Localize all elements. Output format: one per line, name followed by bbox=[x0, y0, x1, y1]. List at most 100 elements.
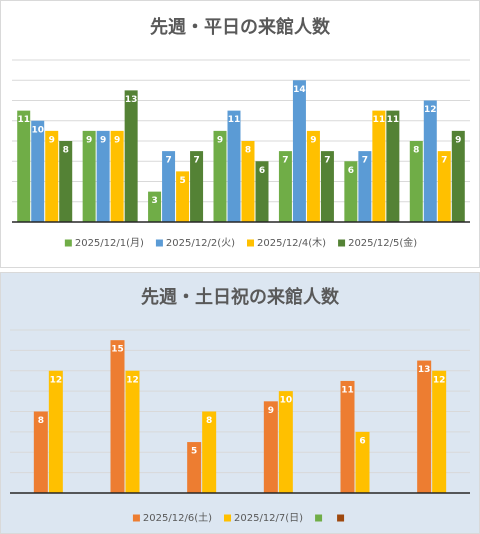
bar bbox=[278, 391, 293, 493]
bar bbox=[320, 151, 334, 222]
bar bbox=[292, 80, 306, 222]
data-label: 12 bbox=[424, 105, 437, 115]
bar bbox=[227, 110, 241, 222]
bar bbox=[31, 120, 45, 222]
legend-marker bbox=[247, 239, 254, 247]
data-label: 5 bbox=[179, 176, 185, 186]
data-label: 12 bbox=[126, 375, 139, 385]
bar bbox=[255, 161, 269, 222]
data-label: 8 bbox=[245, 146, 251, 156]
data-label: 9 bbox=[217, 135, 223, 145]
data-label: 12 bbox=[433, 375, 446, 385]
data-label: 3 bbox=[151, 196, 157, 206]
bar bbox=[82, 130, 96, 222]
bar bbox=[432, 370, 447, 493]
bar bbox=[409, 141, 423, 222]
data-label: 9 bbox=[100, 135, 106, 145]
bar bbox=[162, 151, 176, 222]
legend-label: 2025/12/5(金) bbox=[348, 236, 417, 249]
bar bbox=[451, 130, 465, 222]
legend: 2025/12/6(土) 2025/12/7(日) bbox=[132, 511, 345, 524]
data-label: 9 bbox=[310, 135, 316, 145]
bar bbox=[17, 110, 31, 222]
bar bbox=[125, 370, 140, 493]
bar bbox=[202, 411, 217, 493]
bar bbox=[110, 340, 125, 493]
data-label: 7 bbox=[324, 156, 330, 166]
data-label: 7 bbox=[362, 156, 368, 166]
bar bbox=[340, 380, 355, 493]
legend-label: 2025/12/6(土) bbox=[143, 511, 212, 524]
bar bbox=[417, 360, 432, 493]
data-label: 7 bbox=[441, 156, 447, 166]
legend: 2025/12/1(月) 2025/12/2(火) 2025/12/4(木) 2025… bbox=[64, 236, 417, 249]
data-label: 7 bbox=[193, 156, 199, 166]
data-label: 6 bbox=[359, 436, 365, 446]
chart-title: 先週・土日祝の来館人数 bbox=[141, 286, 340, 308]
data-label: 11 bbox=[373, 115, 386, 125]
data-label: 15 bbox=[111, 345, 124, 355]
bar bbox=[48, 370, 63, 493]
legend-marker bbox=[338, 239, 346, 247]
data-label: 9 bbox=[49, 135, 55, 145]
bar bbox=[386, 110, 400, 222]
data-label: 11 bbox=[17, 115, 30, 125]
data-label: 10 bbox=[280, 396, 293, 406]
data-label: 11 bbox=[341, 385, 354, 395]
bar bbox=[176, 171, 190, 222]
data-label: 6 bbox=[348, 166, 354, 176]
legend-marker bbox=[224, 514, 231, 522]
data-label: 14 bbox=[293, 85, 306, 95]
data-label: 5 bbox=[191, 447, 197, 457]
legend-label: 2025/12/2(火) bbox=[166, 237, 235, 249]
chart-title: 先週・平日の来館人数 bbox=[150, 16, 331, 38]
data-label: 7 bbox=[165, 156, 171, 166]
legend-marker bbox=[315, 514, 323, 522]
legend-label: 2025/12/1(月) bbox=[75, 237, 144, 249]
bar bbox=[306, 130, 320, 222]
legend-label: 2025/12/7(日) bbox=[234, 513, 303, 524]
data-label: 7 bbox=[282, 156, 288, 166]
chart-background bbox=[0, 272, 480, 534]
bar bbox=[437, 151, 451, 222]
data-label: 9 bbox=[114, 135, 120, 145]
data-label: 8 bbox=[38, 416, 44, 426]
data-label: 8 bbox=[413, 146, 419, 156]
data-label: 11 bbox=[387, 115, 400, 125]
data-label: 11 bbox=[228, 115, 241, 125]
data-label: 9 bbox=[86, 135, 92, 145]
data-label: 8 bbox=[206, 416, 212, 426]
legend-label: 2025/12/4(木) bbox=[257, 237, 326, 249]
bar bbox=[59, 141, 73, 222]
bar bbox=[110, 130, 124, 222]
bar bbox=[355, 431, 370, 493]
data-label: 13 bbox=[418, 365, 431, 375]
legend-marker bbox=[132, 514, 140, 522]
bar bbox=[278, 151, 292, 222]
data-label: 6 bbox=[259, 166, 265, 176]
bar bbox=[344, 161, 358, 222]
data-label: 9 bbox=[455, 135, 461, 145]
bar bbox=[148, 191, 162, 222]
data-label: 12 bbox=[50, 375, 63, 385]
bar bbox=[263, 401, 278, 493]
bar bbox=[190, 151, 204, 222]
bar bbox=[358, 151, 372, 222]
data-label: 10 bbox=[31, 125, 44, 135]
bar bbox=[372, 110, 386, 222]
bar bbox=[241, 141, 255, 222]
bar bbox=[423, 100, 437, 222]
bar bbox=[96, 130, 110, 222]
bar bbox=[33, 411, 48, 493]
bar bbox=[124, 90, 138, 222]
legend-marker bbox=[337, 514, 345, 522]
legend-marker bbox=[64, 239, 72, 247]
data-label: 13 bbox=[125, 95, 138, 105]
data-label: 8 bbox=[63, 146, 69, 156]
data-label: 9 bbox=[268, 406, 274, 416]
bar bbox=[45, 130, 59, 222]
bar bbox=[187, 442, 202, 493]
legend-marker bbox=[155, 239, 163, 247]
bar bbox=[213, 130, 227, 222]
